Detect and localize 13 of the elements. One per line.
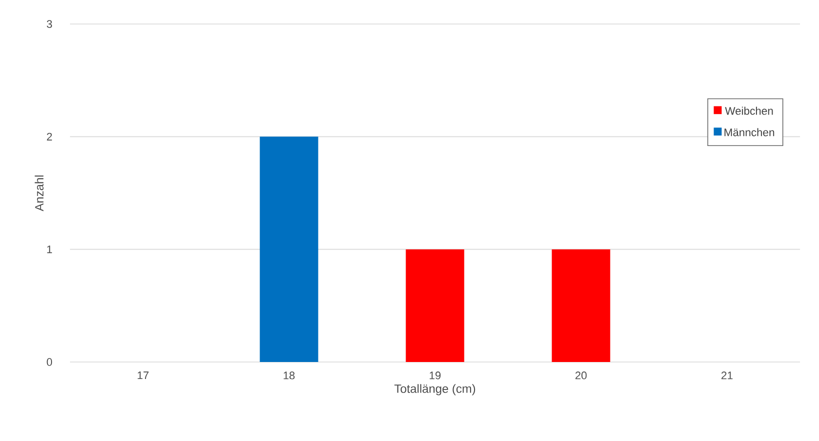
legend-label: Männchen [724,128,774,136]
y-tick-label: 2 [46,132,52,140]
y-tick-label: 1 [47,246,52,254]
y-axis-title: Anzahl [34,176,44,212]
y-tick-label: 3 [46,20,52,28]
x-axis-title: Totallänge (cm) [394,384,476,396]
x-tick-label: 19 [430,372,441,380]
x-tick-label: 20 [575,372,587,380]
y-tick-label: 0 [46,358,52,366]
x-tick-label: 21 [721,372,733,380]
x-tick-label: 18 [284,372,295,380]
legend-label: Weibchen [725,106,773,115]
x-tick-label: 17 [138,372,149,380]
